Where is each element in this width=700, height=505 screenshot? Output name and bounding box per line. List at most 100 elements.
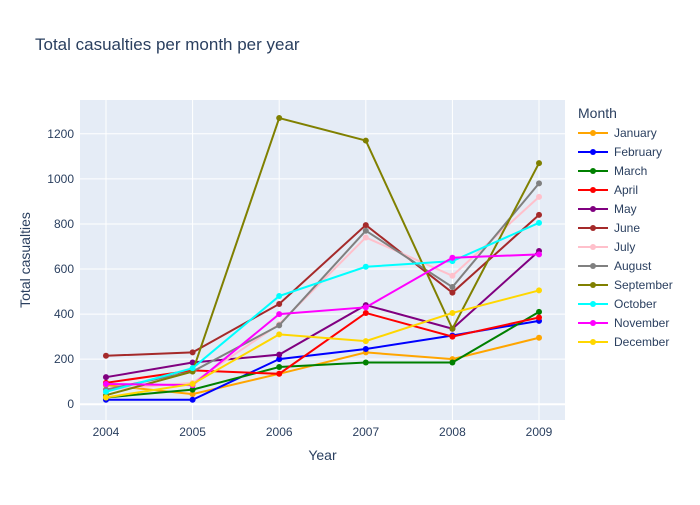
legend-swatch-marker: [590, 339, 596, 345]
legend-item-june[interactable]: June: [578, 221, 640, 235]
legend-label: January: [614, 126, 657, 140]
data-point-july[interactable]: [449, 272, 456, 279]
data-point-october[interactable]: [102, 388, 109, 395]
data-point-september[interactable]: [449, 325, 456, 332]
data-point-march[interactable]: [449, 359, 456, 366]
legend-item-october[interactable]: October: [578, 297, 657, 311]
y-tick-label: 800: [54, 217, 74, 231]
data-point-december[interactable]: [536, 287, 543, 294]
legend-title: Month: [578, 105, 617, 121]
legend-item-september[interactable]: September: [578, 278, 673, 292]
data-point-may[interactable]: [276, 351, 283, 358]
x-tick-label: 2004: [93, 425, 120, 439]
legend-item-february[interactable]: February: [578, 145, 662, 159]
x-tick-label: 2006: [266, 425, 293, 439]
data-point-june[interactable]: [449, 289, 456, 296]
legend-item-august[interactable]: August: [578, 259, 652, 273]
data-point-november[interactable]: [276, 311, 283, 318]
data-point-june[interactable]: [189, 349, 196, 356]
data-point-may[interactable]: [189, 359, 196, 366]
data-point-april[interactable]: [362, 309, 369, 316]
data-point-september[interactable]: [536, 160, 543, 167]
data-point-december[interactable]: [276, 331, 283, 338]
data-point-august[interactable]: [449, 284, 456, 291]
legend-label: December: [614, 335, 669, 349]
data-point-june[interactable]: [536, 211, 543, 218]
series-october: [102, 219, 543, 395]
legend-swatch-marker: [590, 263, 596, 269]
data-point-january[interactable]: [189, 391, 196, 398]
data-point-august[interactable]: [536, 180, 543, 187]
plot-background: [80, 100, 565, 420]
data-point-november[interactable]: [362, 304, 369, 311]
data-point-october[interactable]: [276, 293, 283, 300]
legend-swatch-marker: [590, 168, 596, 174]
data-point-december[interactable]: [362, 338, 369, 345]
legend-label: October: [614, 297, 657, 311]
data-point-october[interactable]: [189, 365, 196, 372]
data-point-january[interactable]: [536, 334, 543, 341]
data-point-march[interactable]: [189, 386, 196, 393]
data-point-october[interactable]: [362, 263, 369, 270]
data-point-february[interactable]: [276, 356, 283, 363]
legend-label: September: [614, 278, 673, 292]
data-point-november[interactable]: [102, 380, 109, 387]
legend-item-march[interactable]: March: [578, 164, 647, 178]
legend-item-january[interactable]: January: [578, 126, 657, 140]
legend-label: June: [614, 221, 640, 235]
data-point-november[interactable]: [536, 251, 543, 258]
series-line-december: [105, 289, 540, 399]
series-line-january: [105, 336, 540, 396]
data-point-june[interactable]: [362, 222, 369, 229]
data-point-august[interactable]: [362, 227, 369, 234]
data-point-march[interactable]: [276, 364, 283, 371]
data-point-march[interactable]: [362, 359, 369, 366]
series-line-november: [105, 253, 540, 387]
data-point-july[interactable]: [536, 193, 543, 200]
data-point-february[interactable]: [362, 346, 369, 353]
data-point-april[interactable]: [536, 314, 543, 321]
legend-item-july[interactable]: July: [578, 240, 635, 254]
legend-swatch-marker: [590, 130, 596, 136]
data-point-march[interactable]: [536, 308, 543, 315]
x-axis-ticks: 2004 2005 2006 2007 2008 2009: [93, 425, 553, 439]
series-line-october: [105, 221, 540, 393]
legend-swatch-marker: [590, 225, 596, 231]
data-point-august[interactable]: [276, 322, 283, 329]
data-point-april[interactable]: [276, 370, 283, 377]
data-point-february[interactable]: [189, 396, 196, 403]
data-point-november[interactable]: [449, 254, 456, 261]
chart-title: Total casualties per month per year: [35, 35, 300, 54]
legend-swatch-marker: [590, 301, 596, 307]
data-point-july[interactable]: [362, 234, 369, 241]
data-point-december[interactable]: [189, 380, 196, 387]
legend[interactable]: January February March April May June July Augu…: [578, 126, 673, 349]
series-line-june: [105, 214, 540, 357]
legend-swatch-marker: [590, 187, 596, 193]
data-point-may[interactable]: [102, 374, 109, 381]
y-tick-label: 1200: [47, 127, 74, 141]
x-tick-label: 2005: [179, 425, 206, 439]
data-point-june[interactable]: [102, 352, 109, 359]
data-point-september[interactable]: [362, 137, 369, 144]
data-point-october[interactable]: [536, 219, 543, 226]
legend-item-december[interactable]: December: [578, 335, 669, 349]
legend-label: November: [614, 316, 669, 330]
data-point-december[interactable]: [449, 309, 456, 316]
y-tick-label: 600: [54, 262, 74, 276]
data-point-december[interactable]: [102, 394, 109, 401]
y-tick-label: 200: [54, 352, 74, 366]
data-point-april[interactable]: [449, 333, 456, 340]
data-point-june[interactable]: [276, 300, 283, 307]
legend-swatch-marker: [590, 244, 596, 250]
x-tick-label: 2007: [352, 425, 379, 439]
data-point-september[interactable]: [276, 115, 283, 122]
legend-item-may[interactable]: May: [578, 202, 637, 216]
legend-label: July: [614, 240, 635, 254]
legend-item-april[interactable]: April: [578, 183, 638, 197]
series-line-may: [105, 250, 540, 379]
legend-item-november[interactable]: November: [578, 316, 669, 330]
series-march: [102, 308, 543, 401]
